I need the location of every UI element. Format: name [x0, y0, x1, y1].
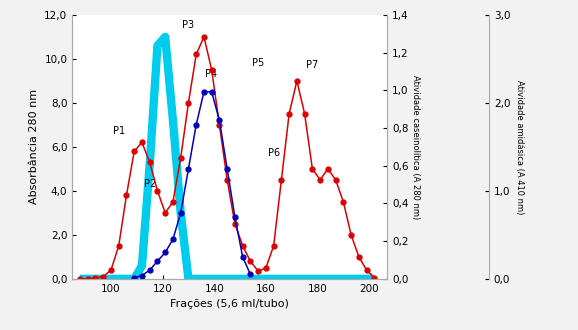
Y-axis label: Atividade amidásica (A 410 nm): Atividade amidásica (A 410 nm) [515, 80, 524, 214]
Y-axis label: Absorbância 280 nm: Absorbância 280 nm [29, 89, 39, 204]
Y-axis label: Atividade caseinolítica (A 280 nm): Atividade caseinolítica (A 280 nm) [411, 75, 420, 219]
Text: P7: P7 [306, 60, 318, 70]
Text: P5: P5 [252, 58, 264, 68]
Text: P2: P2 [143, 179, 156, 189]
Text: P6: P6 [268, 148, 280, 158]
Text: P4: P4 [205, 69, 217, 79]
X-axis label: Frações (5,6 ml/tubo): Frações (5,6 ml/tubo) [171, 299, 289, 309]
Text: P3: P3 [183, 20, 195, 30]
Text: P1: P1 [113, 126, 125, 136]
